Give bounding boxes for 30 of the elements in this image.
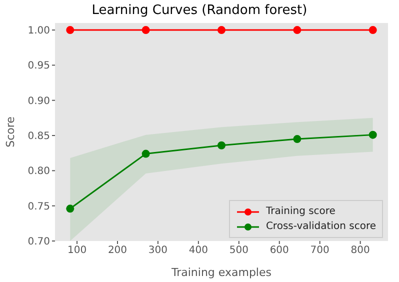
point: [66, 204, 74, 213]
point: [142, 150, 150, 158]
x-tick-label: 500: [229, 245, 248, 256]
x-axis-title: Training examples: [170, 266, 272, 279]
point: [293, 26, 302, 34]
x-tick-label: 200: [108, 245, 128, 256]
legend-label: Cross-validation score: [266, 221, 376, 232]
point: [368, 130, 377, 139]
point: [66, 26, 74, 34]
x-tick-label: 400: [188, 245, 208, 256]
y-tick-label: 0.85: [28, 131, 50, 142]
y-tick-label: 0.80: [28, 166, 50, 178]
x-tick-label: 100: [67, 245, 87, 256]
x-tick-label: 300: [148, 245, 168, 256]
y-tick-label: 0.95: [28, 60, 50, 72]
x-tick-label: 700: [310, 245, 330, 256]
y-axis-title: Score: [4, 116, 17, 148]
point: [368, 26, 377, 34]
y-tick-label: 0.75: [28, 201, 50, 212]
y-tick-label: 1.00: [28, 26, 50, 37]
point: [218, 26, 226, 34]
y-tick-label: 0.70: [28, 236, 50, 248]
chart-title: Learning Curves (Random forest): [90, 3, 308, 18]
x-tick-label: 600: [270, 245, 289, 256]
y-tick-label: 0.90: [28, 96, 50, 107]
legend-label: Training score: [266, 206, 336, 217]
point: [293, 135, 302, 144]
point: [218, 141, 226, 150]
point: [142, 26, 150, 34]
x-tick-label: 800: [350, 245, 370, 256]
